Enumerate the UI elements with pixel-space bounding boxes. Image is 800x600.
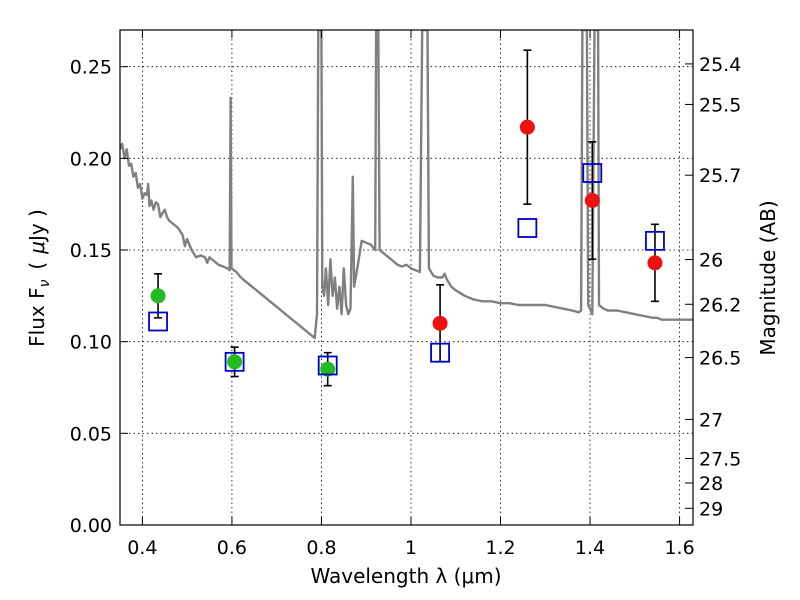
y2-tick-label: 26.2 [699,294,741,316]
y-axis-title-open: ( [25,262,49,270]
y2-tick-label: 26 [699,250,723,272]
tick-labels: 0.4 0.6 0.8 1 1.2 1.4 1.6 0.00 0.05 0.10 0.15 0.20 0… [70,54,742,559]
x-tick-label: 1.2 [485,537,515,559]
model-photometry-square [317,355,338,376]
model-spectrum [120,30,693,340]
spectrum-line [120,30,693,340]
data-points [148,49,665,387]
observed-point [320,361,336,377]
y-axis-title-mu: μ [25,241,49,255]
y-tick-label: 0.25 [70,57,112,79]
y2-axis-title: Magnitude (AB) [756,200,780,355]
y2-tick-label: 25.4 [699,54,741,76]
grid-lines [120,30,693,526]
y2-tick-label: 25.7 [699,165,741,187]
y2-tick-label: 25.5 [699,94,741,116]
svg-text:Flux Fν(μJy ): Flux Fν ( μJy ) [25,209,53,347]
y-tick-label: 0.20 [70,148,112,170]
model-photometry-square [582,163,603,183]
axis-ticks [120,30,693,526]
observed-point [519,119,535,135]
observed-point [227,354,243,370]
y2-tick-label: 28 [699,473,723,495]
y2-tick-label: 27.5 [699,448,741,470]
y-tick-label: 0.05 [70,423,112,445]
plot-frame [119,29,694,526]
model-photometry-square [224,351,245,372]
x-tick-label: 0.4 [127,537,157,559]
observed-point [150,288,166,304]
y2-tick-label: 27 [699,409,723,431]
x-tick-label: 0.6 [217,537,247,559]
y-tick-label: 0.10 [70,332,112,354]
x-axis-title: Wavelength λ (μm) [310,564,501,588]
y2-tick-label: 29 [699,498,723,520]
x-tick-label: 0.8 [306,537,336,559]
x-tick-label: 1 [405,537,417,559]
model-photometry-square [645,230,665,251]
y-tick-label: 0.00 [70,515,112,537]
x-tick-label: 1.4 [575,537,605,559]
y-axis-title-unit: Jy ) [25,209,49,243]
model-photometry-square [517,218,538,238]
x-tick-label: 1.6 [664,537,694,559]
observed-point [647,255,663,271]
y-tick-label: 0.15 [70,240,112,262]
y-axis-title-flux: Flux F [25,287,49,346]
y-axis-title-subscript: ν [37,279,53,287]
observed-point [432,315,448,331]
y-axis-title: Flux Fν ( μJy ) [25,209,53,347]
model-photometry-square [148,311,168,332]
model-photometry-square [430,342,450,363]
y2-tick-label: 26.5 [699,348,741,370]
observed-point [584,193,600,208]
